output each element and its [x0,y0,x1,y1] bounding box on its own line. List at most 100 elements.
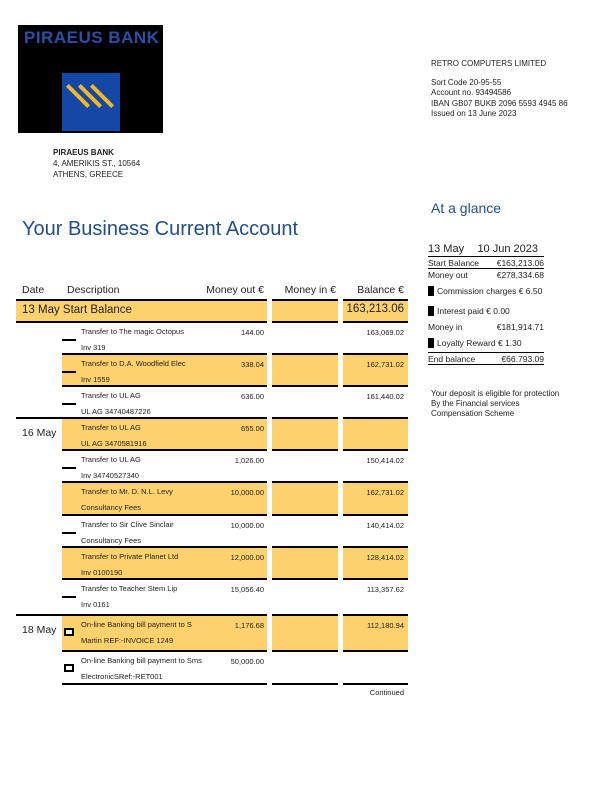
row-description: Transfer to Private Planet Ltd Inv 010019… [81,549,178,581]
table-row: Transfer to Mr. D. N.L. Levy Consultancy … [0,483,609,516]
row-money-out: 1,026.00 [234,456,264,465]
checkbox-icon [64,664,74,672]
table-row: Transfer to Sir Clive Sinclair Consultanc… [0,516,609,548]
logo-wordmark: PIRAEUS BANK [24,28,160,47]
row-description: Transfer to UL AG UL AG 34740487226 [81,388,151,420]
dash-icon [62,371,76,373]
row-money-out: 15,056.40 [230,585,264,594]
address-line: 4, AMERIKIS ST., 10564 [53,159,141,168]
description-reference: Inv 0161 [81,600,110,609]
row-description: Transfer to Mr. D. N.L. Levy Consultancy … [81,484,173,516]
interest: Interest paid € 0.00 [437,306,510,316]
page-title: Your Business Current Account [22,218,299,240]
description-line: Transfer to Teacher Stem Lip [81,584,178,593]
description-line: Transfer to The magic Octopus [81,327,184,336]
end-label: End balance [428,354,476,364]
date-divider [16,614,62,616]
row-money-out: 655.00 [241,424,264,433]
out-label: Money out [428,270,468,280]
description-reference: Consultancy Fees [81,503,142,512]
address-line: ATHENS, GREECE [53,170,124,179]
iban: IBAN GB07 BUKB 2096 5593 4945 86 [431,98,568,108]
row-money-out: 12,000.00 [230,553,264,562]
row-description: Transfer to Teacher Stem Lip Inv 0161 [81,581,177,613]
period-from: 13 May [428,243,465,255]
marker-icon [428,337,434,348]
row-balance: 128,414.02 [366,553,404,562]
description-line: Transfer to D.A. Woodfield Elec [81,359,186,368]
logo-emblem [62,73,120,131]
start-label: 13 May Start Balance [22,304,132,316]
table-row: Transfer to Private Planet Ltd Inv 010019… [0,548,609,580]
start-balance: 163,213.06 [346,303,404,315]
description-reference: Inv 319 [81,343,106,352]
in-value: €181,914.71 [496,322,544,332]
dash-icon [62,596,76,598]
row-balance: 113,357.62 [367,585,404,594]
row-balance: 161,440.02 [366,392,404,401]
issued-date: Issued on 13 June 2023 [431,109,517,118]
col-money-out: Money out € [206,284,264,296]
commission: Commission charges € 6.50 [437,286,543,296]
row-date: 18 May [22,624,57,636]
table-row: Transfer to D.A. Woodfield Elec Inv 1559 3… [0,355,609,387]
row-description: On-line Banking bill payment to Sms Elect… [81,653,202,685]
marker-icon [428,286,434,296]
row-money-out: 144.00 [241,328,264,337]
row-balance: 162,731.02 [366,488,404,497]
row-balance: 150,414.02 [366,456,404,465]
dash-icon [62,532,76,534]
description-line: Transfer to Sir Clive Sinclair [81,520,174,529]
row-money-out: 636.00 [241,392,264,401]
description-reference: Inv 34740527340 [81,471,139,480]
glance-title: At a glance [431,200,502,216]
row-description: On-line Banking bill payment to S Martin … [81,617,192,649]
period-to: 10 Jun 2023 [477,243,538,255]
dash-icon [62,467,76,469]
description-reference: Inv 1559 [81,375,110,384]
row-money-out: 338.04 [241,360,264,369]
description-reference: Consultancy Fees [81,536,142,545]
bank-name: PIRAEUS BANK [53,148,114,157]
row-money-out: 1,176.68 [234,621,264,630]
row-money-out: 10,000.00 [230,521,264,530]
glance-summary: 13 May 10 Jun 2023 Start Balance €163,213.… [428,243,544,365]
protection-note: Your deposit is eligible for protection … [431,389,559,419]
col-money-in: Money in € [284,284,336,296]
company-name: RETRO COMPUTERS LIMITED [431,59,547,68]
in-label: Money in [428,322,463,332]
description-line: On-line Banking bill payment to S [81,620,192,629]
row-description: Transfer to UL AG Inv 34740527340 [81,452,141,484]
description-line: Transfer to Mr. D. N.L. Levy [81,487,173,496]
table-row: Transfer to The magic Octopus Inv 319 144.… [0,323,609,355]
row-description: Transfer to D.A. Woodfield Elec Inv 1559 [81,356,186,388]
marker-icon [428,306,434,316]
account-number: Account no. 93494586 [431,88,512,97]
table-row: Transfer to UL AG UL AG 34740487226 636.00… [0,387,609,419]
table-row: 16 May Transfer to UL AG UL AG 3470581916 6… [0,417,609,452]
description-reference: UL AG 3470581916 [81,439,147,448]
bank-logo: PIRAEUS BANK [18,25,163,133]
checkbox-icon [64,628,74,636]
row-balance: 163,069.02 [366,328,404,337]
col-date: Date [22,284,45,296]
sort-code: Sort Code 20-95-55 [431,77,502,87]
row-date: 16 May [22,427,57,439]
row-balance: 112,180.94 [367,621,404,630]
description-reference: Inv 0100190 [81,568,123,577]
col-description: Description [67,284,120,296]
row-description: Transfer to UL AG UL AG 3470581916 [81,420,147,452]
dash-icon [62,403,76,405]
row-description: Transfer to Sir Clive Sinclair Consultanc… [81,517,174,549]
description-line: Transfer to UL AG [81,423,141,432]
description-reference: Martin REF:-INVOICE 1249 [81,636,174,645]
table-row: On-line Banking bill payment to Sms Elect… [0,652,609,685]
account-details: RETRO COMPUTERS LIMITED Sort Code 20-95-… [431,59,568,120]
out-value: €278,334.68 [496,270,544,280]
date-divider [16,417,62,419]
description-line: Transfer to UL AG [81,455,141,464]
description-reference: ElectronicSRef:-RET001 [81,672,163,681]
bank-address: PIRAEUS BANK 4, AMERIKIS ST., 10564 ATHE… [53,147,140,180]
start-balance-row: 13 May Start Balance 163,213.06 [0,299,609,323]
table-row: Transfer to Teacher Stem Lip Inv 0161 15,0… [0,580,609,616]
